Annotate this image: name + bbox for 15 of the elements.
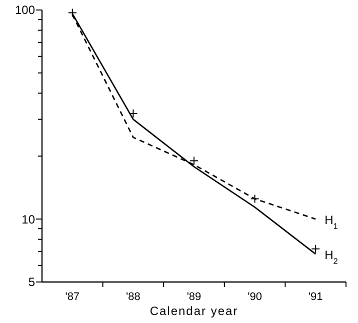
point <box>128 108 138 118</box>
y-tick-label: 10 <box>22 212 36 226</box>
point <box>190 156 198 166</box>
x-tick-label: '90 <box>248 291 262 303</box>
y-tick-label: 5 <box>28 275 36 290</box>
x-tick-label: '88 <box>126 291 140 303</box>
point <box>250 194 260 204</box>
x-axis-title: Calendar year <box>150 304 238 318</box>
y-tick-label: 100 <box>14 3 36 18</box>
point <box>68 8 77 18</box>
x-tick-label: '89 <box>186 291 202 303</box>
series-label: H$_{1}$ <box>324 213 338 232</box>
x-tick-label: '87 <box>65 291 80 303</box>
series-label: H$_{2}$ <box>324 248 338 266</box>
x-tick-label: '91 <box>308 291 323 303</box>
